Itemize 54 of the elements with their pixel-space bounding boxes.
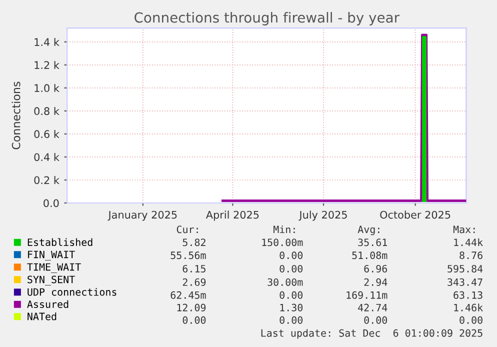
text: 42.74	[358, 304, 388, 312]
text: 0.00	[364, 316, 388, 324]
text: 0.00	[280, 252, 303, 260]
x-tick-label: July 2025	[298, 210, 347, 221]
text: 12.09	[177, 304, 206, 312]
y-tick-label: 0.4 k	[34, 153, 60, 162]
chart-title: Connections through firewall - by year	[134, 12, 400, 26]
text: 55.56m	[170, 252, 206, 260]
text: 5.82	[182, 238, 206, 246]
y-tick-label: 0.6 k	[34, 130, 60, 138]
text: 2.69	[182, 278, 206, 286]
text: 1.44k	[454, 238, 483, 246]
y-tick-label: 1.4 k	[34, 38, 60, 46]
text: 0.00	[280, 264, 303, 273]
y-tick-label: 1.2 k	[34, 60, 60, 69]
y-tick-label: 0.8 k	[34, 106, 60, 116]
text: Last update: Sat Dec 6 01:00:09 2025	[261, 329, 482, 339]
text: Max:	[453, 226, 475, 234]
x-tick-label: April 2025	[206, 210, 259, 221]
x-tick-label: October 2025	[380, 210, 450, 219]
text: Min:	[274, 225, 295, 234]
y-axis-title: Connections	[12, 82, 20, 150]
x-tick-label: January 2025	[108, 210, 177, 221]
legend-label: TIME_WAIT	[27, 263, 81, 273]
text: 35.61	[358, 238, 387, 246]
text: 1.46k	[454, 304, 483, 312]
legend-label: FIN_WAIT	[28, 250, 75, 260]
text: 0.00	[460, 316, 482, 324]
y-tick-label: 0.0	[44, 199, 59, 208]
text: 169.11m	[346, 291, 388, 299]
legend-label: NATed	[28, 312, 56, 320]
legend-label: SYN_SENT	[28, 276, 75, 286]
text: Avg:	[358, 226, 380, 236]
text: 8.76	[460, 252, 482, 260]
text: 0.00	[280, 316, 303, 324]
text: Cur:	[176, 226, 198, 234]
text: 62.45m	[170, 291, 206, 299]
text: 0.00	[280, 291, 303, 299]
y-tick-label: 1.0 k	[34, 84, 60, 92]
legend-label: UDP connections	[28, 288, 116, 296]
text: 0.00	[182, 316, 206, 324]
text: 595.84	[448, 264, 483, 273]
legend-label: Assured	[27, 300, 68, 308]
text: 6.15	[182, 264, 206, 273]
text: 1.30	[280, 304, 303, 312]
text: 63.13	[454, 291, 482, 299]
text: 51.08m	[352, 252, 388, 260]
text: 6.96	[364, 264, 388, 273]
legend-label: Established	[28, 238, 92, 246]
y-tick-label: 0.2 k	[34, 176, 60, 184]
text: 343.47	[448, 278, 482, 286]
text: 2.94	[364, 278, 388, 286]
text: 150.00m	[262, 238, 303, 246]
text: 30.00m	[268, 278, 303, 286]
